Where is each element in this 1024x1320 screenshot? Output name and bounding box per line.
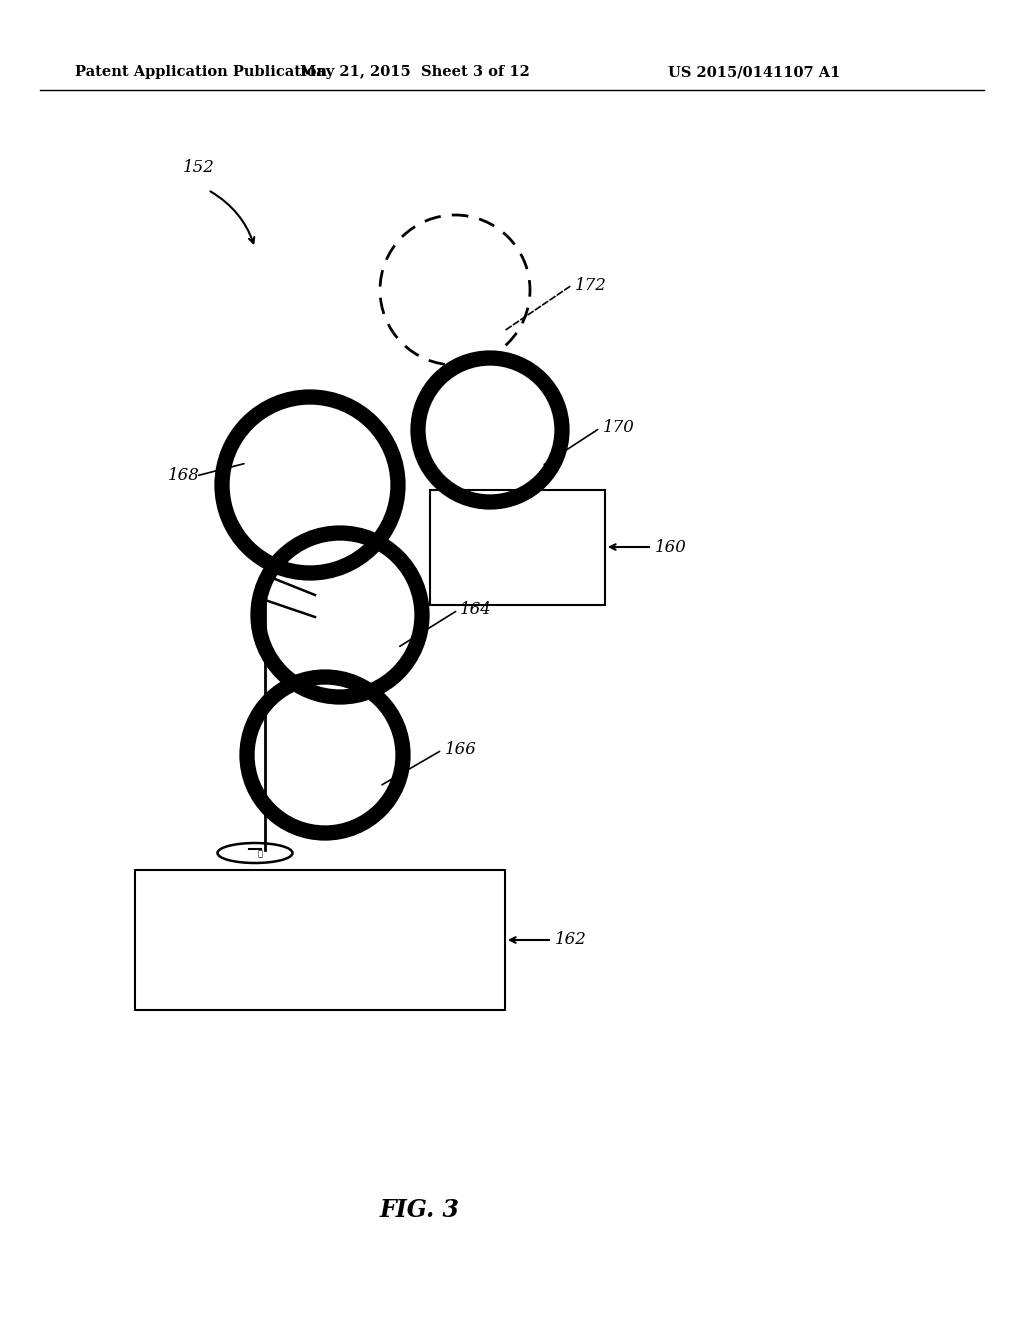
Bar [430, 490, 605, 605]
Text: 152: 152 [183, 160, 215, 177]
Bar [135, 870, 505, 1010]
Text: May 21, 2015  Sheet 3 of 12: May 21, 2015 Sheet 3 of 12 [300, 65, 530, 79]
Text: 160: 160 [655, 539, 687, 556]
Text: FIG. 3: FIG. 3 [380, 1199, 460, 1222]
Text: 170: 170 [603, 420, 635, 437]
Text: 172: 172 [575, 276, 607, 293]
Text: 162: 162 [555, 932, 587, 949]
Text: 168: 168 [168, 467, 200, 484]
Text: ᗑ: ᗑ [257, 850, 262, 858]
Text: Patent Application Publication: Patent Application Publication [75, 65, 327, 79]
Text: 166: 166 [445, 742, 477, 759]
Text: US 2015/0141107 A1: US 2015/0141107 A1 [668, 65, 841, 79]
Text: 164: 164 [460, 602, 492, 619]
